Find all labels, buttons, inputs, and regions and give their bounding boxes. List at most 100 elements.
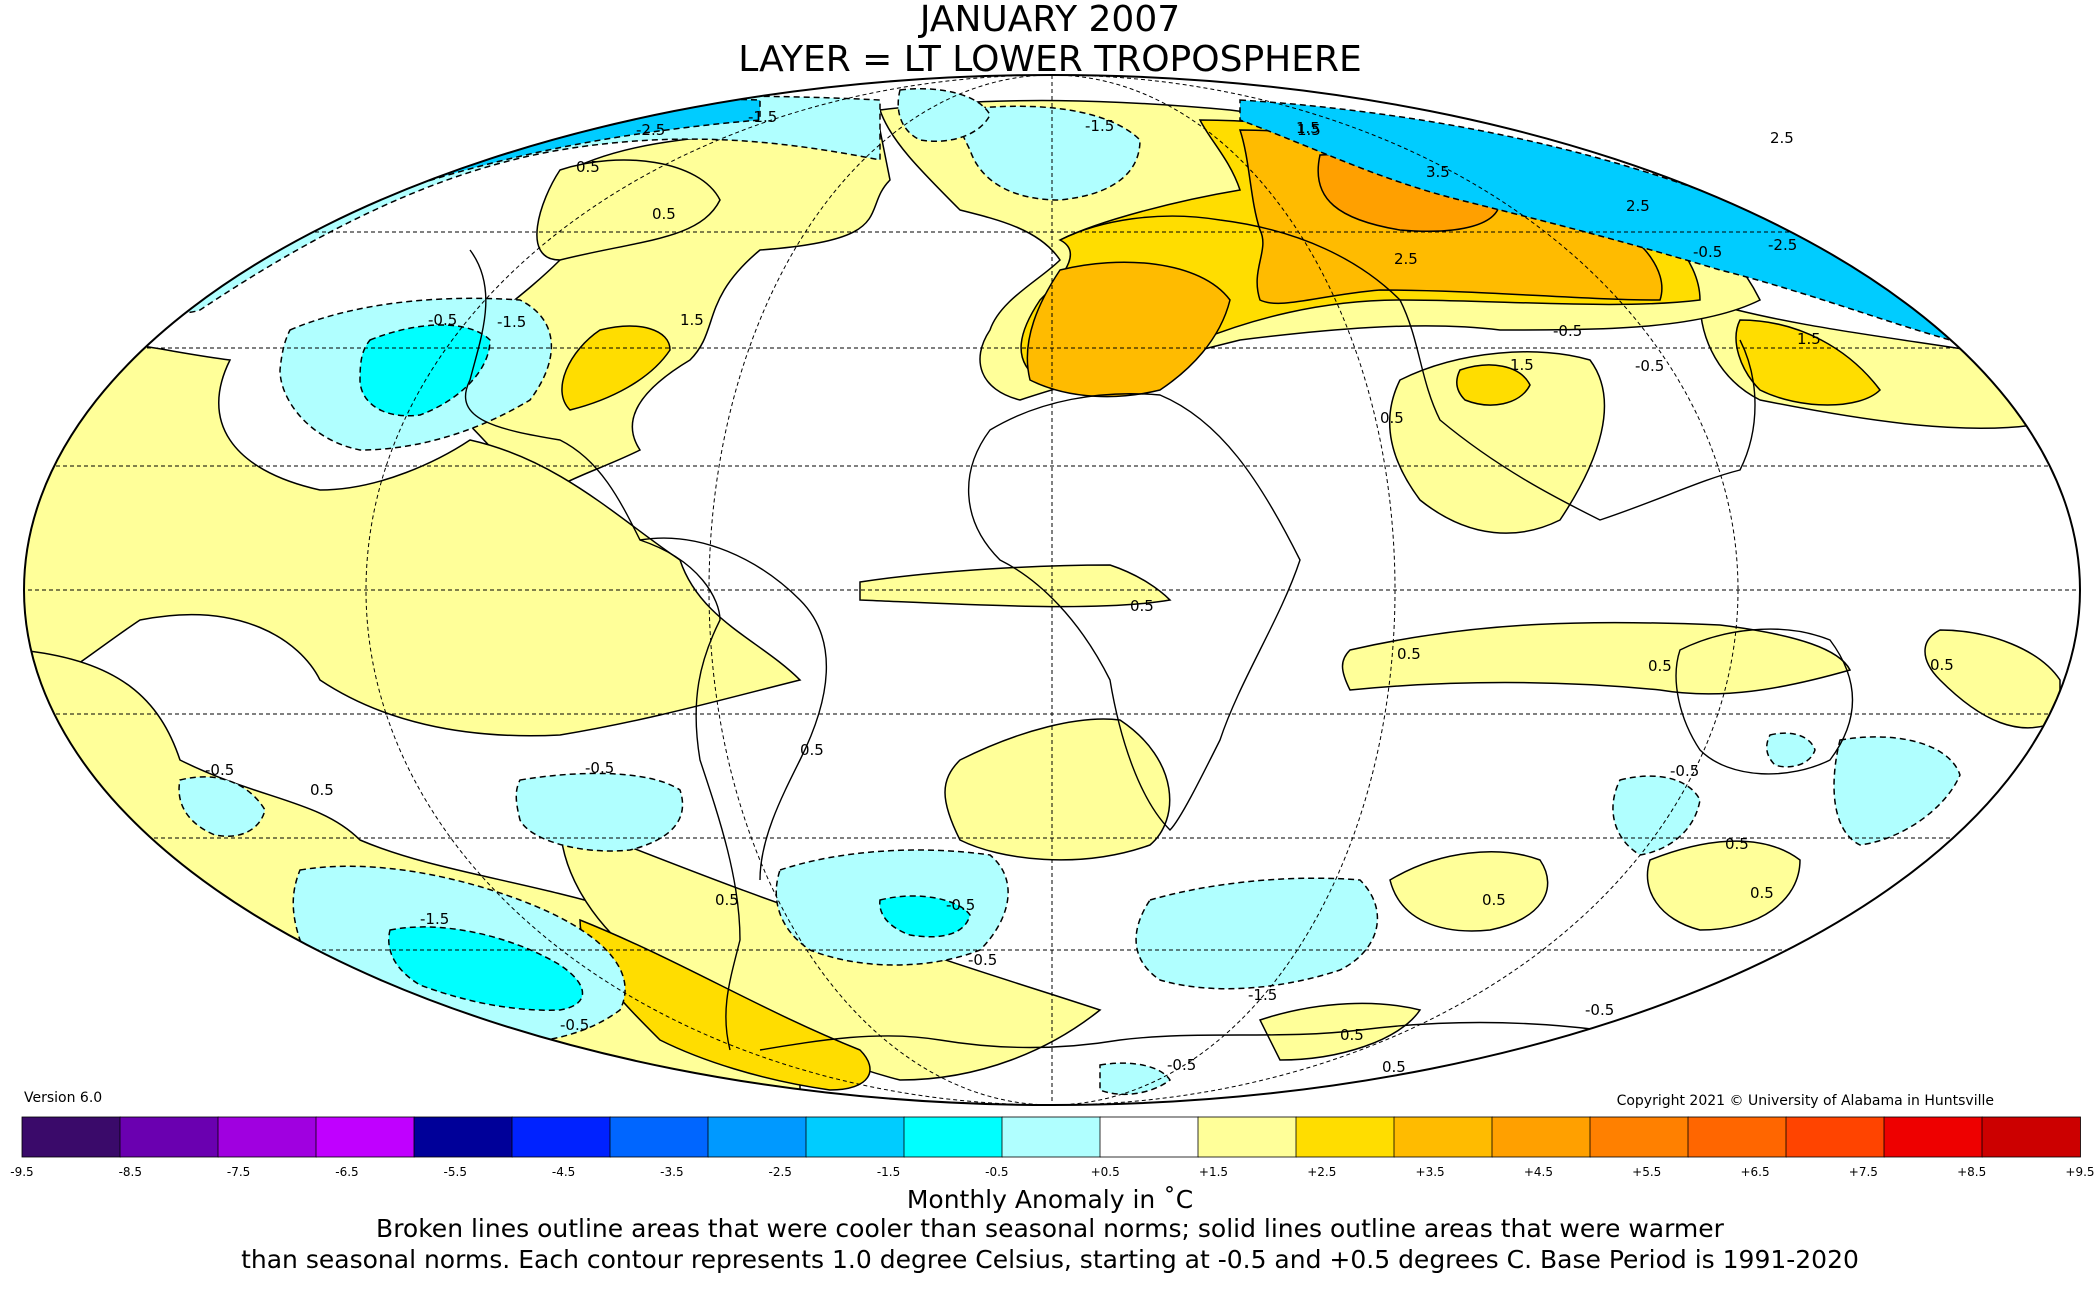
color-scale-tick-label: -4.5	[552, 1165, 575, 1179]
anomaly-greenland-cool	[897, 87, 991, 142]
color-swatch	[1001, 1116, 1101, 1158]
color-scale-tick-label: -9.5	[10, 1165, 33, 1179]
contour-label: -0.5	[968, 951, 997, 969]
color-scale: -9.5 -8.5 -7.5 -6.5 -5.5 -4.5 -3.5 -2.5 -1.5 -0.5…	[10, 1116, 2095, 1179]
color-swatch	[1491, 1116, 1591, 1158]
color-scale-tick-label: +8.5	[1957, 1165, 1986, 1179]
contour-label: -2.5	[1768, 236, 1797, 254]
contour-label: -0.5	[1167, 1056, 1196, 1074]
contour-label: 1.5	[1510, 356, 1534, 374]
color-swatch	[511, 1116, 611, 1158]
contour-label: -1.5	[1248, 986, 1277, 1004]
anomaly-southern-indian-warm	[1389, 851, 1549, 932]
contour-label: 2.5	[1626, 197, 1650, 215]
contour-label: -2.5	[636, 121, 665, 139]
color-swatch	[1295, 1116, 1395, 1158]
color-scale-tick-label: +1.5	[1199, 1165, 1228, 1179]
contour-label: 1.5	[1297, 121, 1321, 139]
copyright-notice: Copyright 2021 © University of Alabama i…	[1616, 1093, 1994, 1109]
contour-label: 0.5	[1397, 645, 1421, 663]
contour-label: 0.5	[800, 741, 824, 759]
color-scale-tick-label: -0.5	[985, 1165, 1008, 1179]
color-scale-tick-label: +5.5	[1632, 1165, 1661, 1179]
contour-label: -0.5	[1635, 357, 1664, 375]
color-scale-tick-label: -8.5	[119, 1165, 142, 1179]
color-scale-tick-label: -3.5	[660, 1165, 683, 1179]
contour-label: -1.5	[748, 108, 777, 126]
contour-label: 0.5	[576, 158, 600, 176]
contour-label: 0.5	[715, 891, 739, 909]
contour-label: 0.5	[1482, 891, 1506, 909]
contour-label: -0.5	[1670, 762, 1699, 780]
color-swatch	[1687, 1116, 1787, 1158]
globe-outline	[23, 74, 2081, 1106]
coastlines	[464, 215, 1854, 1051]
color-scale-tick-label: +2.5	[1307, 1165, 1336, 1179]
contour-label: -0.5	[1553, 322, 1582, 340]
color-scale-tick-label: -2.5	[768, 1165, 791, 1179]
color-swatch	[21, 1116, 121, 1158]
color-swatch	[903, 1116, 1003, 1158]
contour-label: 0.5	[1648, 657, 1672, 675]
anomaly-south-atlantic-cold	[879, 895, 971, 938]
color-scale-tick-label: -6.5	[335, 1165, 358, 1179]
color-scale-tick-label: -1.5	[877, 1165, 900, 1179]
anomaly-tasman-cool	[1833, 736, 1961, 846]
contour-label: 0.5	[1340, 1026, 1364, 1044]
anomaly-fields	[24, 87, 2062, 1101]
color-scale-tick-label: +9.5	[2065, 1165, 2094, 1179]
caption-line-2: than seasonal norms. Each contour repres…	[241, 1245, 1859, 1274]
anomaly-antarctic-cool	[1099, 1062, 1172, 1096]
contour-label: 0.5	[652, 205, 676, 223]
color-scale-tick-label: +3.5	[1416, 1165, 1445, 1179]
graticule	[24, 75, 2080, 1105]
units-label: Monthly Anomaly in ˚C	[906, 1185, 1194, 1214]
contour-labels: -2.5 -1.5 -1.5 1.5 0.5 0.5 -0.5 -1.5 1.5 1.5 3.5 2.…	[205, 108, 1954, 1076]
contour-label: -0.5	[560, 1016, 589, 1034]
anomaly-west-pacific-cool	[178, 776, 266, 837]
color-swatch	[609, 1116, 709, 1158]
contour-label: -0.5	[1693, 243, 1722, 261]
contour-label: -0.5	[205, 761, 234, 779]
anomaly-atlantic-equatorial-warm	[859, 564, 1172, 608]
contour-label: 0.5	[1130, 597, 1154, 615]
color-scale-tick-label: +0.5	[1091, 1165, 1120, 1179]
anomaly-south-atlantic-warm	[944, 718, 1171, 861]
version-label: Version 6.0	[24, 1090, 103, 1106]
color-scale-tick-label: -5.5	[444, 1165, 467, 1179]
anomaly-indian-south-cool	[1135, 877, 1379, 990]
contour-label: 2.5	[1394, 250, 1418, 268]
contour-label: 0.5	[1930, 656, 1954, 674]
anomaly-scandinavia-cool	[957, 105, 1141, 201]
anomaly-map: -2.5 -1.5 -1.5 1.5 0.5 0.5 -0.5 -1.5 1.5 1.5 3.5 2.…	[23, 74, 2081, 1106]
color-swatch	[413, 1116, 513, 1158]
contour-label: 3.5	[1426, 163, 1450, 181]
contour-label: 2.5	[1770, 129, 1794, 147]
color-swatch	[217, 1116, 317, 1158]
contour-label: -0.5	[946, 896, 975, 914]
color-scale-tick-label: +7.5	[1849, 1165, 1878, 1179]
anomaly-south-atlantic-cool-west	[515, 772, 684, 852]
contour-label: -1.5	[420, 910, 449, 928]
color-swatch	[1883, 1116, 1983, 1158]
anomaly-europe-strong	[1026, 261, 1231, 398]
anomaly-south-ocean-warm	[579, 918, 871, 1091]
contour-label: -1.5	[1085, 117, 1114, 135]
map-title-month: JANUARY 2007	[919, 0, 1181, 40]
anomaly-south-pacific-cold	[388, 926, 584, 1011]
color-swatch	[1981, 1116, 2081, 1158]
color-swatch	[1589, 1116, 1689, 1158]
anomaly-australia-west-cool	[1612, 775, 1701, 856]
color-swatch	[805, 1116, 905, 1158]
color-swatch	[315, 1116, 415, 1158]
color-scale-swatches	[21, 1116, 2081, 1158]
contour-label: -1.5	[497, 313, 526, 331]
contour-label: 0.5	[1380, 409, 1404, 427]
contour-label: 0.5	[1725, 835, 1749, 853]
anomaly-arctic-east-cold	[1239, 99, 1951, 341]
anomaly-pacific-east-warm	[1735, 319, 1881, 406]
contour-label: -0.5	[585, 759, 614, 777]
color-swatch	[1099, 1116, 1199, 1158]
contour-label: -0.5	[1585, 1001, 1614, 1019]
color-scale-ticks: -9.5 -8.5 -7.5 -6.5 -5.5 -4.5 -3.5 -2.5 -1.5 -0.5…	[10, 1165, 2094, 1179]
